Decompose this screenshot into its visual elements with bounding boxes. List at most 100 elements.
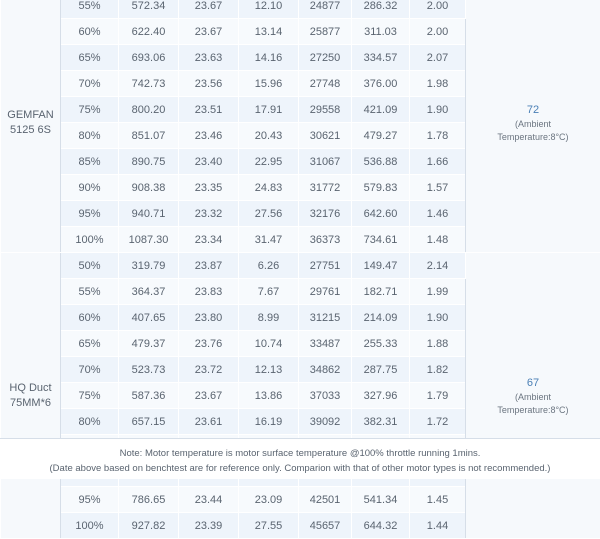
- cell-power: 644.32: [352, 513, 410, 539]
- cell-rpm: 36373: [299, 227, 352, 253]
- cell-current: 20.43: [239, 123, 299, 149]
- cell-current: 8.99: [239, 305, 299, 331]
- cell-current: 17.91: [239, 97, 299, 123]
- cell-rpm: 25877: [299, 19, 352, 45]
- cell-voltage: 23.61: [179, 409, 239, 435]
- cell-rpm: 42501: [299, 487, 352, 513]
- cell-voltage: 23.35: [179, 175, 239, 201]
- temperature-value: 67: [466, 375, 600, 391]
- motor-model: 75MM*6: [1, 396, 60, 411]
- cell-power: 734.61: [352, 227, 410, 253]
- cell-thrust: 587.36: [119, 383, 179, 409]
- cell-voltage: 23.51: [179, 97, 239, 123]
- cell-efficiency: 2.07: [410, 45, 466, 71]
- cell-thrust: 890.75: [119, 149, 179, 175]
- cell-voltage: 23.44: [179, 487, 239, 513]
- cell-voltage: 23.83: [179, 279, 239, 305]
- cell-voltage: 23.63: [179, 45, 239, 71]
- cell-rpm: 27751: [299, 253, 352, 279]
- ambient-note-line-1: (Ambient: [466, 118, 600, 131]
- cell-voltage: 23.39: [179, 513, 239, 539]
- cell-efficiency: 1.45: [410, 487, 466, 513]
- ambient-note-line-2: Temperature:8°C): [466, 131, 600, 144]
- cell-power: 149.47: [352, 253, 410, 279]
- cell-thrust: 319.79: [119, 253, 179, 279]
- cell-throttle: 50%: [61, 253, 119, 279]
- cell-current: 13.14: [239, 19, 299, 45]
- cell-power: 214.09: [352, 305, 410, 331]
- cell-rpm: 27250: [299, 45, 352, 71]
- cell-current: 24.83: [239, 175, 299, 201]
- footnote: Note: Motor temperature is motor surface…: [0, 438, 600, 479]
- cell-throttle: 95%: [61, 201, 119, 227]
- cell-rpm: 29761: [299, 279, 352, 305]
- cell-current: 14.16: [239, 45, 299, 71]
- cell-throttle: 95%: [61, 487, 119, 513]
- cell-efficiency: 1.78: [410, 123, 466, 149]
- cell-current: 23.09: [239, 487, 299, 513]
- cell-thrust: 622.40: [119, 19, 179, 45]
- cell-thrust: 693.06: [119, 45, 179, 71]
- footnote-line-2: (Date above based on benchtest are for r…: [0, 461, 600, 476]
- cell-power: 255.33: [352, 331, 410, 357]
- cell-efficiency: 2.00: [410, 0, 466, 19]
- cell-current: 27.55: [239, 513, 299, 539]
- temperature-value: 72: [466, 102, 600, 118]
- cell-rpm: 32176: [299, 201, 352, 227]
- cell-throttle: 80%: [61, 123, 119, 149]
- cell-power: 376.00: [352, 71, 410, 97]
- cell-thrust: 927.82: [119, 513, 179, 539]
- cell-throttle: 60%: [61, 19, 119, 45]
- cell-efficiency: 1.98: [410, 71, 466, 97]
- cell-power: 479.27: [352, 123, 410, 149]
- cell-throttle: 75%: [61, 383, 119, 409]
- cell-thrust: 786.65: [119, 487, 179, 513]
- cell-current: 12.13: [239, 357, 299, 383]
- cell-rpm: 45657: [299, 513, 352, 539]
- cell-thrust: 479.37: [119, 331, 179, 357]
- motor-name: HQ Duct: [1, 381, 60, 396]
- motor-model: 5125 6S: [1, 123, 60, 138]
- cell-efficiency: 1.90: [410, 97, 466, 123]
- cell-voltage: 23.40: [179, 149, 239, 175]
- cell-throttle: 70%: [61, 71, 119, 97]
- cell-throttle: 65%: [61, 45, 119, 71]
- cell-thrust: 572.34: [119, 0, 179, 19]
- cell-voltage: 23.67: [179, 0, 239, 19]
- cell-thrust: 523.73: [119, 357, 179, 383]
- cell-power: 541.34: [352, 487, 410, 513]
- cell-efficiency: 1.57: [410, 175, 466, 201]
- cell-throttle: 65%: [61, 331, 119, 357]
- cell-power: 536.88: [352, 149, 410, 175]
- cell-thrust: 742.73: [119, 71, 179, 97]
- cell-throttle: 85%: [61, 149, 119, 175]
- cell-rpm: 27748: [299, 71, 352, 97]
- cell-rpm: 31067: [299, 149, 352, 175]
- cell-rpm: 33487: [299, 331, 352, 357]
- cell-efficiency: 1.88: [410, 331, 466, 357]
- cell-rpm: 34862: [299, 357, 352, 383]
- cell-current: 31.47: [239, 227, 299, 253]
- cell-power: 334.57: [352, 45, 410, 71]
- cell-thrust: 1087.30: [119, 227, 179, 253]
- cell-current: 10.74: [239, 331, 299, 357]
- cell-rpm: 30621: [299, 123, 352, 149]
- cell-throttle: 100%: [61, 227, 119, 253]
- cell-current: 22.95: [239, 149, 299, 175]
- cell-power: 642.60: [352, 201, 410, 227]
- cell-voltage: 23.46: [179, 123, 239, 149]
- cell-current: 27.56: [239, 201, 299, 227]
- cell-rpm: 31772: [299, 175, 352, 201]
- cell-power: 287.75: [352, 357, 410, 383]
- cell-voltage: 23.56: [179, 71, 239, 97]
- ambient-note-line-2: Temperature:8°C): [466, 404, 600, 417]
- cell-efficiency: 1.66: [410, 149, 466, 175]
- cell-thrust: 364.37: [119, 279, 179, 305]
- cell-voltage: 23.80: [179, 305, 239, 331]
- cell-power: 286.32: [352, 0, 410, 19]
- cell-current: 6.26: [239, 253, 299, 279]
- cell-efficiency: 2.14: [410, 253, 466, 279]
- cell-voltage: 23.87: [179, 253, 239, 279]
